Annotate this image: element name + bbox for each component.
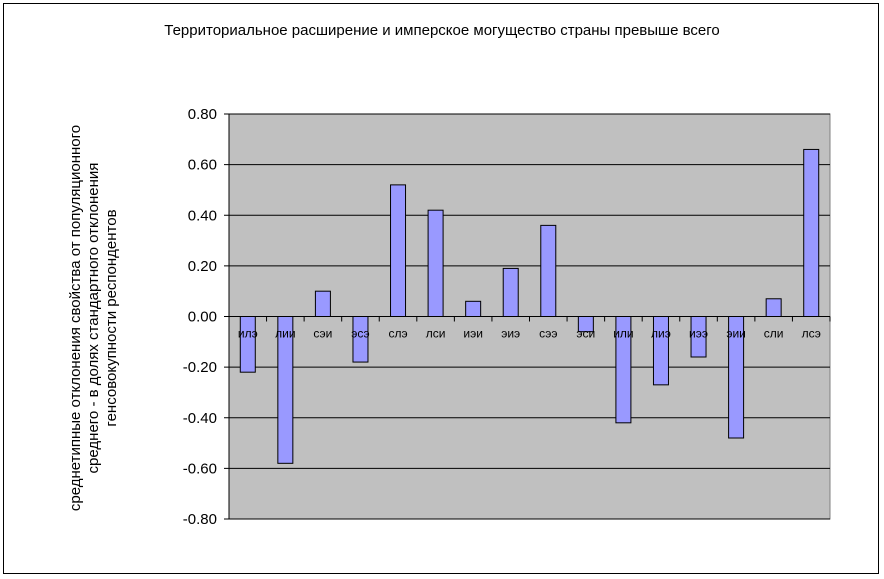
y-tick-label: -0.40 (183, 410, 217, 427)
y-tick-label: 0.80 (188, 106, 217, 123)
x-category-label: лси (426, 327, 446, 341)
y-tick-label: 0.60 (188, 157, 217, 174)
x-category-label: сээ (539, 327, 557, 341)
x-category-label: эси (576, 327, 595, 341)
bar-илэ (239, 316, 256, 373)
x-category-label: сли (764, 327, 784, 341)
x-category-label: иэи (463, 327, 483, 341)
bar-лси (427, 209, 444, 317)
bars (239, 148, 820, 464)
bar-иэи (465, 300, 482, 317)
y-tick-label: -0.60 (183, 460, 217, 477)
bar-слэ (390, 184, 407, 317)
x-category-label: или (613, 327, 633, 341)
x-category-label: эсэ (351, 327, 369, 341)
x-category-label: лии (275, 327, 295, 341)
x-category-label: сэи (313, 327, 332, 341)
bar-эиэ (502, 267, 519, 317)
x-category-label: лсэ (802, 327, 821, 341)
x-category-label: слэ (388, 327, 407, 341)
x-category-label: эиэ (501, 327, 520, 341)
y-tick-label: -0.20 (183, 359, 217, 376)
y-tick-label: 0.40 (188, 207, 217, 224)
bar-сэи (314, 290, 331, 317)
x-category-labels: илэ лии сэи эсэ слэ лси иэи эиэ сээ эси или лиэ иээ э… (228, 316, 831, 341)
bar-лсэ (803, 148, 820, 317)
y-tick-label: 0.20 (188, 258, 217, 275)
bar-сли (765, 298, 782, 317)
x-category-label: лиэ (651, 327, 671, 341)
chart-title: Территориальное расширение и имперское м… (164, 22, 720, 39)
y-tick-labels: 0.80 0.60 0.40 0.20 0.00 -0.20 -0.40 -0.60 -0.80 (183, 106, 217, 528)
x-category-label: илэ (238, 327, 258, 341)
x-category-label: иээ (689, 327, 708, 341)
x-category-label: эии (726, 327, 746, 341)
bar-сээ (540, 224, 557, 317)
y-tick-label: 0.00 (188, 309, 217, 326)
y-tick-label: -0.80 (183, 511, 217, 528)
